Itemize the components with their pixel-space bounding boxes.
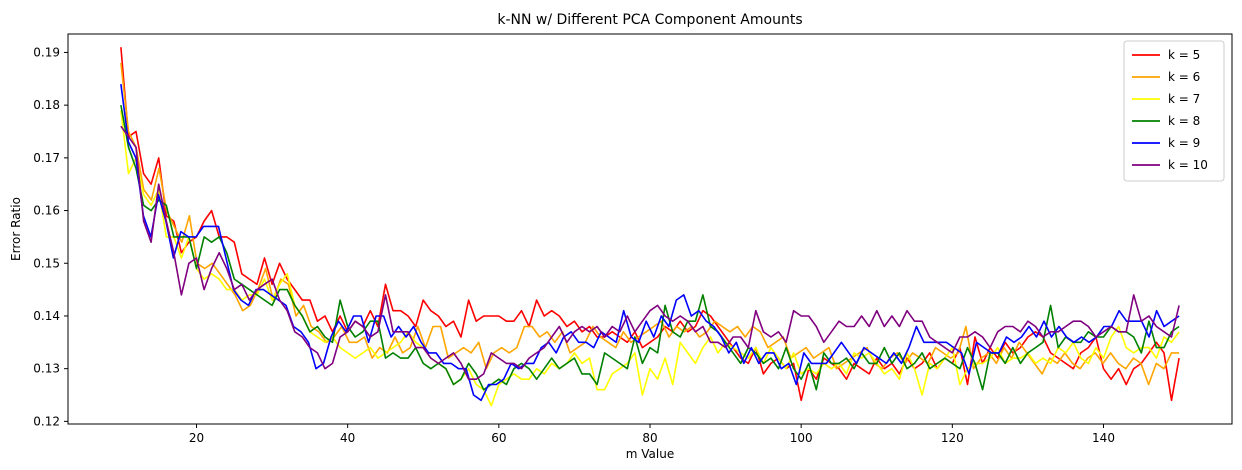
series-line-6: [120, 125, 1180, 381]
x-tick-label: 120: [941, 431, 964, 445]
y-tick-label: 0.15: [33, 256, 60, 270]
x-axis: 20 40 60 80 100 120 140: [189, 424, 1115, 445]
legend-label: k = 5: [1168, 48, 1200, 62]
series-line-1: [120, 47, 1180, 402]
legend-label: k = 6: [1168, 70, 1200, 84]
x-tick-label: 140: [1092, 431, 1115, 445]
x-tick-label: 40: [340, 431, 355, 445]
series-line-5: [120, 83, 1180, 402]
x-tick-label: 80: [642, 431, 657, 445]
plot-lines: [120, 47, 1180, 407]
y-tick-label: 0.18: [33, 98, 60, 112]
x-tick-label: 60: [491, 431, 506, 445]
x-tick-label: 20: [189, 431, 204, 445]
x-axis-label: m Value: [626, 447, 674, 461]
legend-label: k = 10: [1168, 158, 1208, 172]
y-tick-label: 0.16: [33, 204, 60, 218]
y-tick-label: 0.14: [33, 309, 60, 323]
y-axis-label: Error Ratio: [9, 197, 23, 261]
legend-label: k = 8: [1168, 114, 1200, 128]
y-tick-label: 0.13: [33, 362, 60, 376]
y-axis: 0.12 0.13 0.14 0.15 0.16 0.17 0.18 0.19: [33, 45, 68, 428]
legend-box: [1123, 40, 1225, 182]
y-tick-label: 0.17: [33, 151, 60, 165]
legend: k = 5 k = 6 k = 7 k = 8 k = 9 k = 10: [1123, 40, 1225, 182]
x-tick-label: 100: [790, 431, 813, 445]
y-tick-label: 0.12: [33, 414, 60, 428]
legend-label: k = 7: [1168, 92, 1200, 106]
legend-label: k = 9: [1168, 136, 1200, 150]
y-tick-label: 0.19: [33, 45, 60, 59]
chart-title: k-NN w/ Different PCA Component Amounts: [497, 12, 802, 28]
series-line-4: [120, 104, 1180, 391]
